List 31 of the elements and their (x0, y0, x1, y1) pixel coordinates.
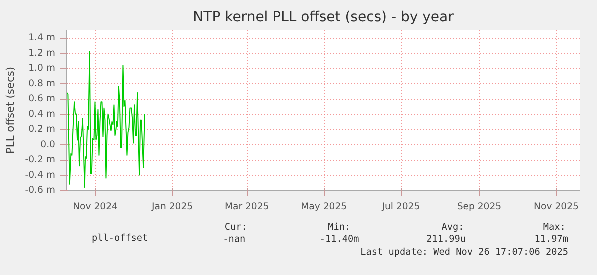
y-tick-label: -0.2 m (25, 154, 56, 166)
y-tick-label: 0.0 (40, 139, 56, 150)
x-tick-label: Mar 2025 (224, 202, 270, 212)
y-tick-label: -0.4 m (25, 170, 56, 181)
x-tick-label: Jul 2025 (381, 202, 420, 212)
y-tick-label: 0.2 m (28, 124, 56, 136)
y-axis-title: PLL offset (secs) (4, 66, 18, 154)
y-tick-label: 1.0 m (28, 63, 56, 74)
chart-title: NTP kernel PLL offset (secs) - by year (193, 10, 454, 26)
x-tick-label: Sep 2025 (457, 202, 502, 212)
text: -nan (223, 234, 246, 245)
y-tick-label: 1.4 m (28, 32, 56, 44)
text: Min: (328, 222, 351, 233)
line-series (66, 51, 146, 188)
y-tick-label: -0.6 m (25, 185, 56, 196)
text: 11.97m (534, 234, 569, 245)
y-tick-label: 0.4 m (28, 108, 56, 120)
y-tick-label: 1.2 m (28, 48, 56, 59)
y-tick-label: 0.8 m (28, 78, 56, 90)
y-tick-label: 0.6 m (28, 94, 56, 105)
text: -11.40m (320, 234, 360, 245)
text: Avg: (442, 222, 464, 233)
text: 211.99u (426, 234, 466, 245)
x-tick-label: Nov 2024 (73, 202, 118, 212)
x-tick-label: Nov 2025 (534, 202, 580, 212)
text: Last update: Wed Nov 26 17:07:06 2025 (360, 247, 568, 258)
x-tick-label: May 2025 (301, 202, 348, 212)
text: Cur: (224, 222, 248, 233)
text: pll-offset (92, 233, 148, 244)
x-tick-label: Jan 2025 (151, 202, 194, 212)
text: Max: (543, 222, 566, 233)
